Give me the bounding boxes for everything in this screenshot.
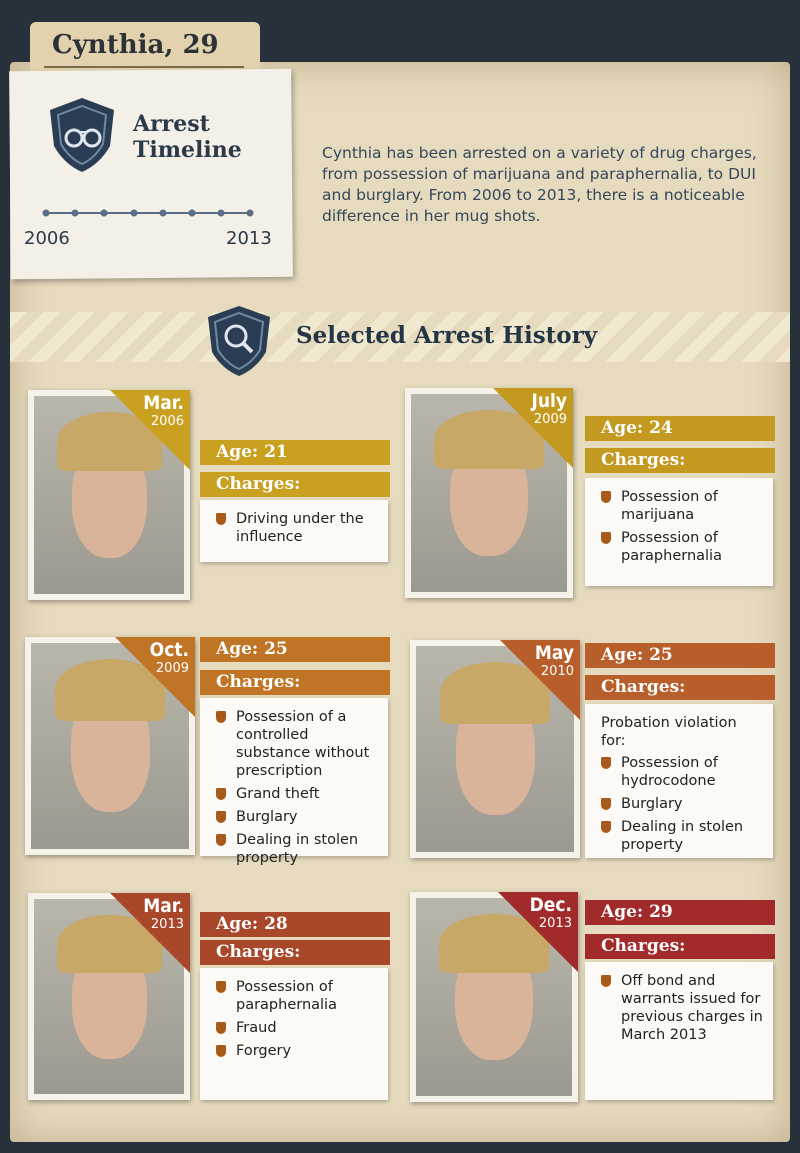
age-band: Age: 28 [200, 912, 390, 937]
month: May [534, 642, 574, 664]
charges-box: Off bond and warrants issued for previou… [585, 962, 773, 1100]
charges-band: Charges: [200, 472, 390, 497]
title-rule [44, 66, 244, 68]
end-year: 2013 [226, 228, 272, 249]
charge: Burglary [601, 795, 763, 813]
age-band: Age: 24 [585, 416, 775, 441]
age-band: Age: 25 [200, 637, 390, 662]
section-title: Selected Arrest History [296, 322, 598, 349]
charges-box: Possession of a controlled substance wit… [200, 698, 388, 866]
charges-box: Driving under the influence [200, 500, 388, 562]
charges-box: Possession of marijuana Possession of par… [585, 478, 773, 586]
date-corner [115, 637, 195, 717]
charge: Possession of paraphernalia [216, 978, 378, 1014]
year: 2006 [150, 414, 184, 429]
charge: Driving under the influence [216, 510, 378, 546]
charge: Possession of a controlled substance wit… [216, 708, 378, 780]
age-band: Age: 25 [585, 643, 775, 668]
charges-band: Charges: [585, 934, 775, 959]
charge: Grand theft [216, 785, 378, 803]
timeline-heading: Arrest Timeline [133, 111, 242, 163]
charge: Burglary [216, 808, 378, 826]
year: 2009 [533, 412, 567, 427]
charge: Dealing in stolen property [216, 831, 378, 867]
age-band: Age: 21 [200, 440, 390, 465]
charge: Fraud [216, 1019, 378, 1037]
charge: Dealing in stolen property [601, 818, 763, 854]
date-corner [493, 388, 573, 468]
charges-band: Charges: [585, 448, 775, 473]
charges-band: Charges: [200, 670, 390, 695]
description: Cynthia has been arrested on a variety o… [322, 144, 757, 225]
charge: Forgery [216, 1042, 378, 1060]
charge: Off bond and warrants issued for previou… [601, 972, 763, 1044]
charges-box: Probation violation for: Possession of hy… [585, 704, 773, 858]
month: Mar. [143, 392, 184, 414]
month: Mar. [143, 895, 184, 917]
section-band [10, 312, 790, 362]
year: 2010 [540, 664, 574, 679]
date-corner [500, 640, 580, 720]
charges-band: Charges: [200, 940, 390, 965]
year: 2013 [538, 916, 572, 931]
age-band: Age: 29 [585, 900, 775, 925]
search-icon [208, 306, 270, 376]
charge: Possession of marijuana [601, 488, 763, 524]
charge: Possession of paraphernalia [601, 529, 763, 565]
date-corner [498, 892, 578, 972]
page-title: Cynthia, 29 [52, 30, 219, 60]
start-year: 2006 [24, 228, 70, 249]
handcuff-icon [50, 98, 114, 172]
name-tab [30, 22, 260, 72]
month: Oct. [149, 639, 189, 661]
charges-box: Possession of paraphernalia Fraud Forgery [200, 968, 388, 1100]
month: Dec. [529, 894, 572, 916]
date-corner [110, 390, 190, 470]
year: 2009 [155, 661, 189, 676]
year: 2013 [150, 917, 184, 932]
timeline-line [42, 209, 254, 217]
charges-band: Charges: [585, 675, 775, 700]
charge: Possession of hydrocodone [601, 754, 763, 790]
charges-intro: Probation violation for: [601, 715, 737, 749]
date-corner [110, 893, 190, 973]
month: July [531, 390, 567, 412]
